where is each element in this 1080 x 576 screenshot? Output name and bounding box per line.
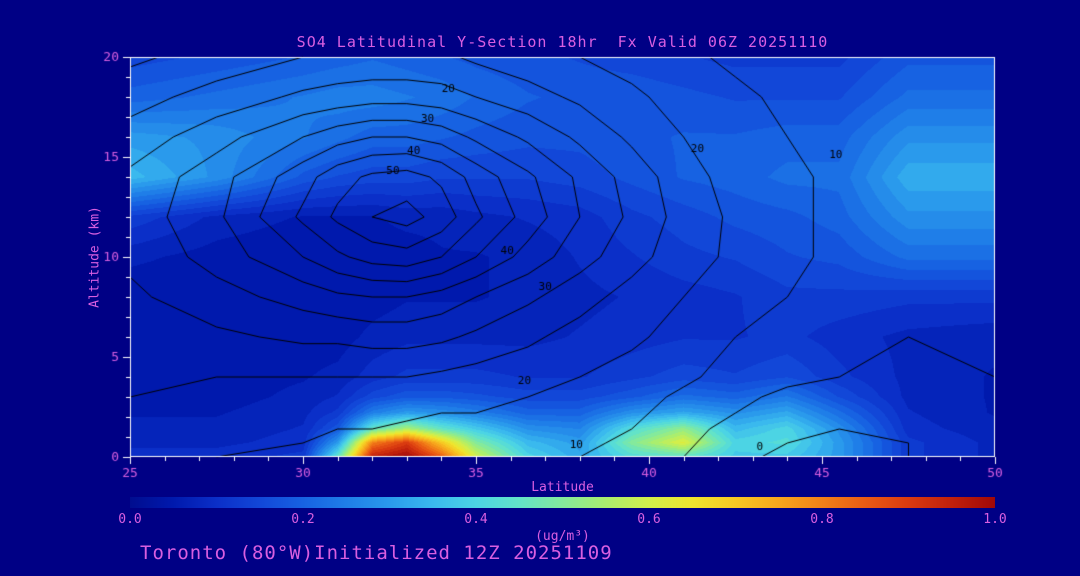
colorbar-units-label: (ug/m³) (535, 529, 590, 544)
model-run-footer: Toronto (80°W)Initialized 12Z 20251109 (140, 542, 613, 564)
colorbar-tick-label: 0.0 (118, 512, 142, 527)
colorbar-tick-label: 0.6 (637, 512, 661, 527)
colorbar-tick-labels: 0.0 0.2 0.4 0.6 0.8 1.0 (118, 512, 1006, 527)
colorbar-tick-label: 0.2 (291, 512, 315, 527)
x-axis-label: Latitude (531, 480, 594, 495)
colorbar (130, 497, 995, 508)
colorbar-tick-label: 0.8 (810, 512, 834, 527)
colorbar-tick-label: 0.4 (464, 512, 488, 527)
colorbar-tick-label: 1.0 (983, 512, 1007, 527)
